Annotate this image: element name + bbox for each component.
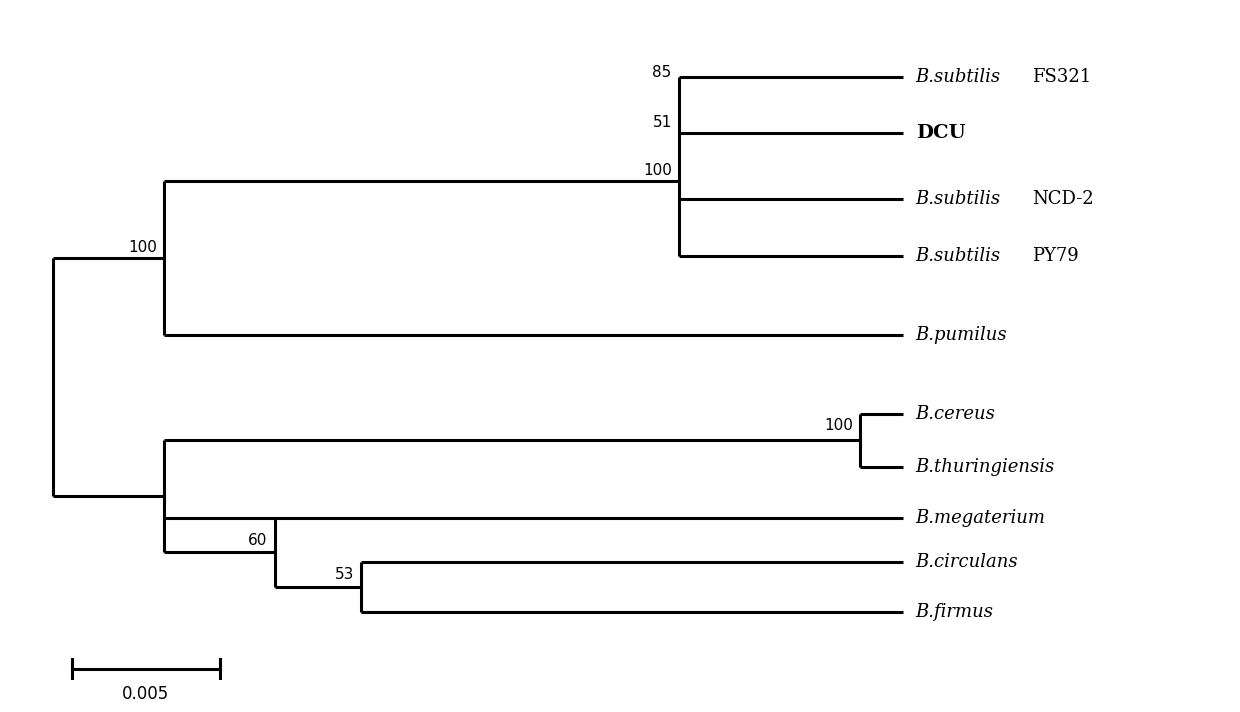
Text: B.firmus: B.firmus xyxy=(915,603,993,621)
Text: 53: 53 xyxy=(335,567,353,582)
Text: B.subtilis: B.subtilis xyxy=(915,247,1007,265)
Text: PY79: PY79 xyxy=(1032,247,1079,265)
Text: B.circulans: B.circulans xyxy=(915,553,1018,570)
Text: 100: 100 xyxy=(823,419,853,434)
Text: NCD-2: NCD-2 xyxy=(1032,189,1094,207)
Text: 100: 100 xyxy=(128,240,157,255)
Text: B.subtilis: B.subtilis xyxy=(915,68,1007,86)
Text: FS321: FS321 xyxy=(1032,68,1091,86)
Text: B.megaterium: B.megaterium xyxy=(915,509,1045,527)
Text: B.thuringiensis: B.thuringiensis xyxy=(915,458,1055,476)
Text: B.cereus: B.cereus xyxy=(915,405,996,423)
Text: 100: 100 xyxy=(642,162,672,177)
Text: 0.005: 0.005 xyxy=(123,685,170,703)
Text: B.pumilus: B.pumilus xyxy=(915,326,1007,344)
Text: 85: 85 xyxy=(652,66,672,80)
Text: DCU: DCU xyxy=(915,124,965,142)
Text: B.subtilis: B.subtilis xyxy=(915,189,1007,207)
Text: 60: 60 xyxy=(248,533,268,548)
Text: 51: 51 xyxy=(652,115,672,130)
